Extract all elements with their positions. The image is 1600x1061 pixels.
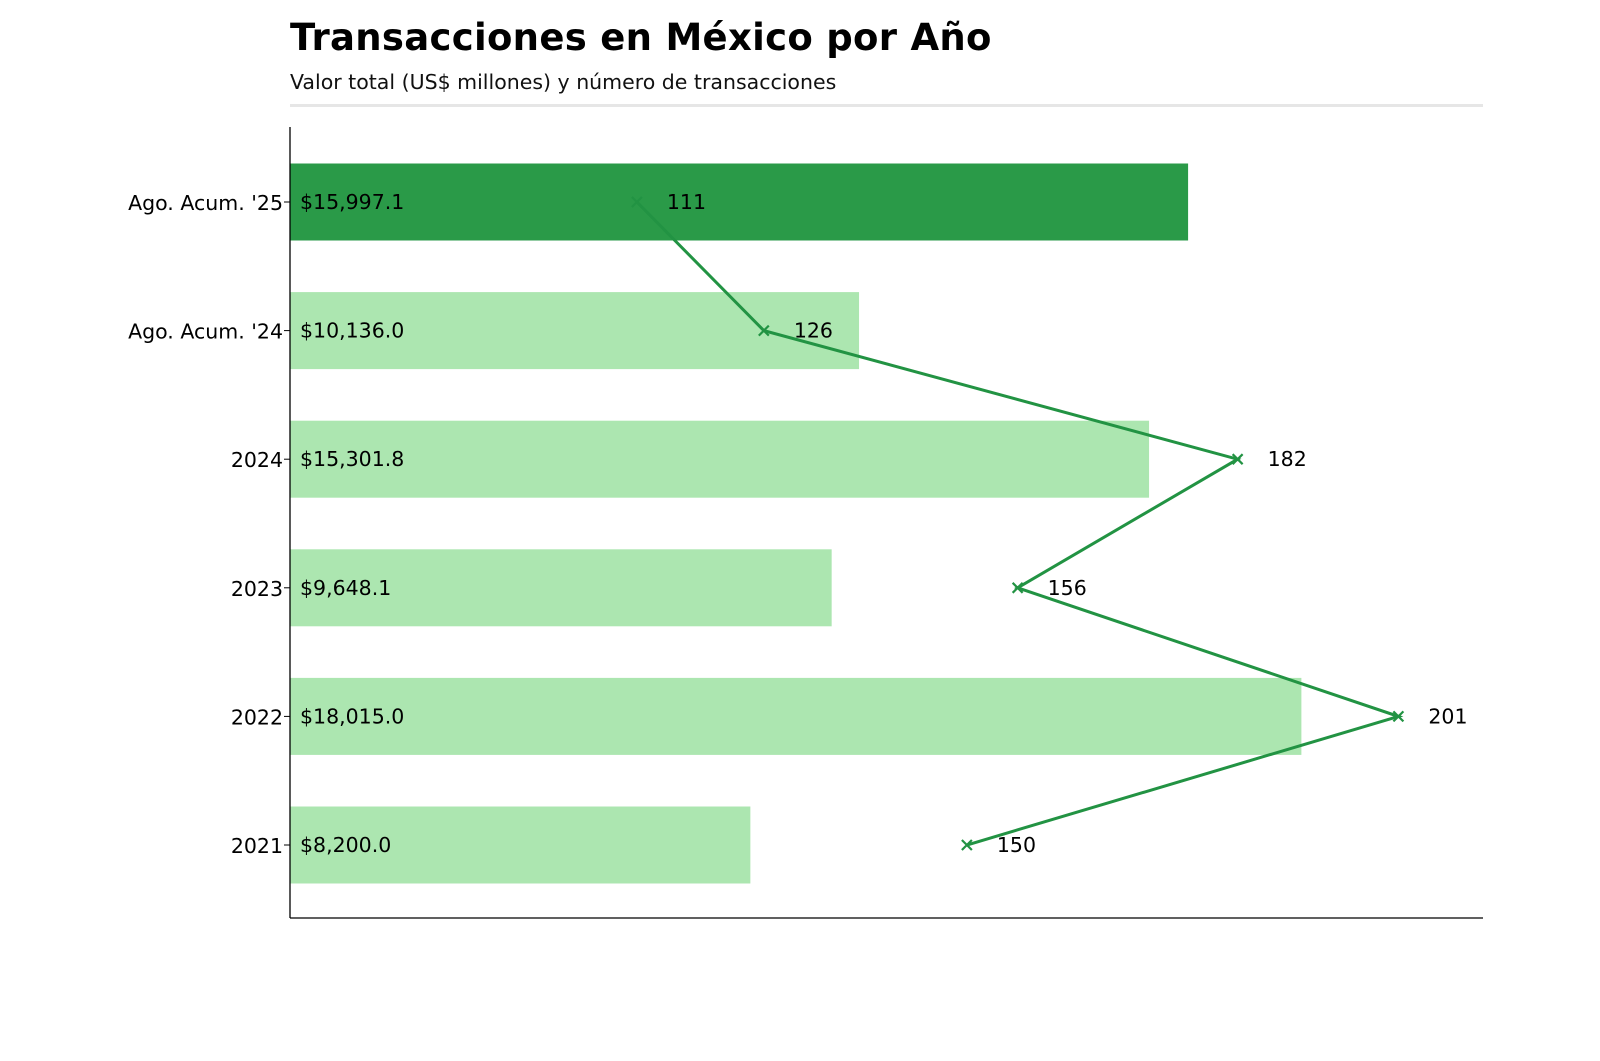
bar [290,420,1150,498]
count-label: 201 [1428,704,1467,728]
category-tick-label: 2023 [231,577,283,601]
bar [290,549,832,627]
count-marker [961,839,973,851]
bar-value-label: $15,997.1 [300,190,404,214]
bars-layer [290,163,1302,884]
count-label: 182 [1268,447,1307,471]
count-marker [758,324,770,337]
chart-title: Transacciones en México por Año [290,16,992,59]
count-marker [631,196,643,208]
count-label: 111 [667,190,706,214]
bar-value-label: $15,301.8 [300,447,404,471]
count-label: 126 [794,319,833,343]
count-marker [1231,453,1244,465]
count-label: 150 [997,833,1036,857]
bar [290,677,1302,755]
bar-value-label: $9,648.1 [300,576,391,600]
category-tick-label: Ago. Acum. '25 [128,191,283,215]
chart-subtitle: Valor total (US$ millones) y número de t… [290,70,837,94]
line-layer [631,196,1405,851]
count-label: 156 [1048,576,1087,600]
labels-layer: $15,997.1 $10,136.0 $15,301.8 $9,648.1 $18,0… [300,190,1468,857]
category-tick-label: 2022 [231,705,283,729]
bar-value-label: $8,200.0 [300,833,391,857]
category-tick-label: 2024 [231,448,283,472]
bar [290,806,751,884]
category-tick-label: 2021 [231,834,283,858]
bar [290,163,1189,241]
bar-value-label: $10,136.0 [300,319,404,343]
count-line [635,200,1404,847]
category-tick-label: Ago. Acum. '24 [128,320,283,344]
bar-value-label: $18,015.0 [300,704,404,728]
count-marker [1392,710,1405,723]
title-divider [290,104,1483,107]
count-marker [1011,582,1024,594]
axes-layer: Ago. Acum. '25 Ago. Acum. '24 2024 2023 2022… [128,127,1483,919]
